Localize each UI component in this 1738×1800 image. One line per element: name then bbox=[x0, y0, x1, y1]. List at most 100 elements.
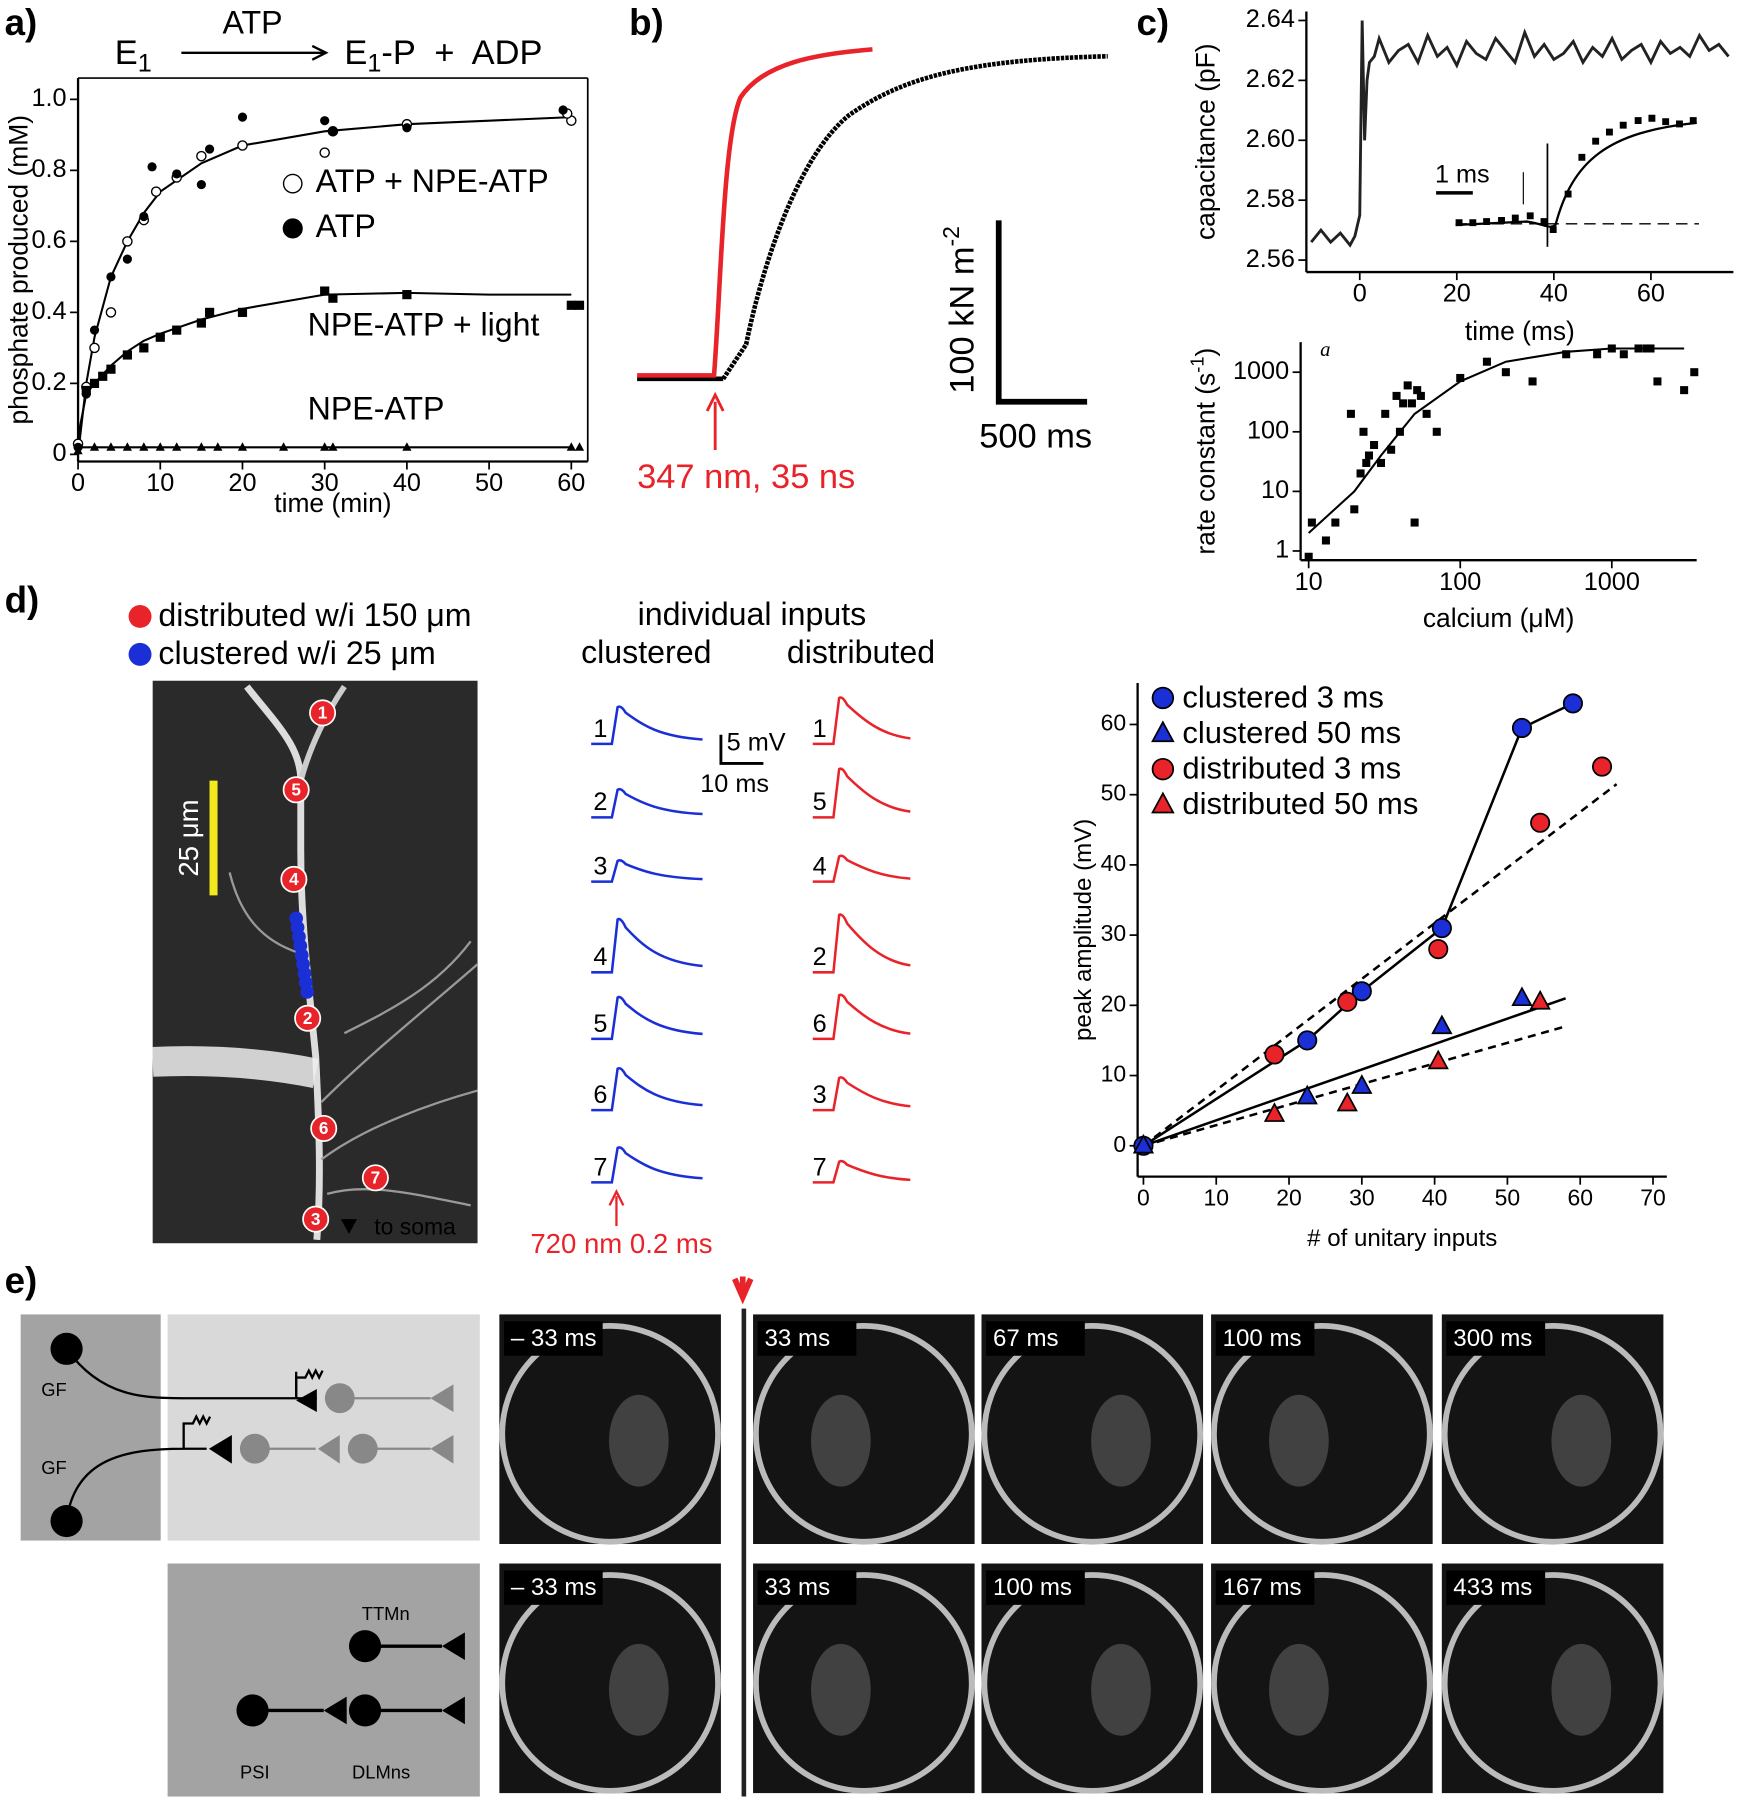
point bbox=[1376, 458, 1386, 467]
trace-label: 1 bbox=[813, 715, 827, 743]
point bbox=[1680, 386, 1689, 395]
point bbox=[566, 442, 576, 451]
x-tick-label: 20 bbox=[228, 469, 256, 497]
point bbox=[1350, 505, 1359, 514]
y-tick-label: 0.4 bbox=[31, 297, 66, 325]
neuron bbox=[50, 1504, 83, 1538]
y-tick-label: 2.62 bbox=[1246, 65, 1295, 93]
superscript: -2 bbox=[938, 226, 964, 246]
point bbox=[1634, 344, 1643, 353]
diagram-bg bbox=[167, 1563, 480, 1797]
trace-label: 2 bbox=[813, 943, 827, 971]
fly bbox=[1091, 1394, 1151, 1487]
point bbox=[1690, 368, 1699, 377]
legend-dot bbox=[128, 604, 152, 628]
series-label: ATP bbox=[316, 208, 376, 244]
y-tick-label: 2.58 bbox=[1246, 185, 1295, 213]
point bbox=[402, 290, 412, 300]
time-box bbox=[1446, 1321, 1546, 1356]
trace-scale-bar bbox=[719, 734, 764, 765]
time-box bbox=[986, 1321, 1085, 1356]
circuit-diagrams bbox=[20, 1276, 754, 1797]
point bbox=[237, 307, 248, 317]
fly bbox=[1091, 1643, 1151, 1736]
trace-label: 4 bbox=[593, 943, 607, 971]
arena bbox=[499, 1323, 721, 1545]
column-label: clustered bbox=[581, 634, 711, 670]
column-label: distributed bbox=[787, 634, 935, 670]
x-tick-label: 0 bbox=[71, 469, 85, 497]
point bbox=[1562, 693, 1583, 714]
time-box bbox=[503, 1570, 603, 1605]
point bbox=[172, 442, 182, 451]
terminal bbox=[441, 1632, 465, 1660]
point bbox=[1427, 1049, 1449, 1070]
point bbox=[1263, 1102, 1286, 1122]
point bbox=[205, 144, 215, 154]
point bbox=[172, 169, 182, 179]
terminal bbox=[323, 1696, 347, 1725]
point bbox=[328, 293, 338, 303]
site-marker bbox=[280, 865, 308, 893]
x-tick-label: 60 bbox=[557, 469, 585, 497]
soma-arrow bbox=[340, 1219, 358, 1235]
x-tick-label: 40 bbox=[1540, 280, 1568, 308]
arrow-label: ATP bbox=[223, 5, 283, 41]
trace-label: 6 bbox=[593, 1081, 607, 1109]
point bbox=[1511, 986, 1533, 1007]
point bbox=[1381, 409, 1390, 418]
point bbox=[1431, 918, 1452, 939]
site-label: 4 bbox=[289, 869, 299, 889]
panel-label: d) bbox=[5, 579, 40, 620]
x-tick-label: 20 bbox=[1443, 280, 1471, 308]
y-axis-label: peak amplitude (mV) bbox=[1070, 819, 1097, 1041]
superscript: -1 bbox=[1186, 356, 1207, 372]
site-marker bbox=[361, 1164, 389, 1192]
y-tick-label: 2.64 bbox=[1246, 5, 1295, 33]
point bbox=[1351, 1074, 1373, 1094]
point bbox=[320, 286, 330, 296]
soma-label: to soma bbox=[374, 1213, 456, 1239]
y-tick-label: 2.56 bbox=[1246, 245, 1295, 273]
x-tick-label: 0 bbox=[1353, 280, 1367, 308]
y-tick-label: 2.60 bbox=[1246, 125, 1295, 153]
point bbox=[196, 150, 207, 162]
flash-arrowhead bbox=[705, 391, 725, 412]
flash-arrowhead bbox=[608, 1189, 625, 1206]
site-label: 2 bbox=[303, 1008, 313, 1028]
product-rest: -P + ADP bbox=[381, 34, 542, 72]
trace-label: 7 bbox=[813, 1153, 827, 1181]
epsp-trace bbox=[591, 1067, 703, 1112]
epsp-trace bbox=[591, 705, 703, 746]
site-marker bbox=[309, 699, 337, 727]
time-box bbox=[1215, 1570, 1315, 1605]
point bbox=[402, 442, 412, 451]
point bbox=[213, 442, 223, 451]
site-marker bbox=[310, 1114, 338, 1142]
y-tick-label: 30 bbox=[1101, 920, 1127, 946]
point bbox=[1511, 717, 1533, 739]
y-tick-label: 10 bbox=[1261, 476, 1289, 504]
point bbox=[1482, 357, 1491, 366]
point bbox=[196, 442, 206, 451]
legend-label: clustered 50 ms bbox=[1182, 715, 1401, 750]
x-tick-label: 30 bbox=[1349, 1185, 1375, 1211]
point bbox=[1351, 981, 1372, 1002]
x-tick-label: 50 bbox=[475, 469, 503, 497]
time-box bbox=[986, 1570, 1085, 1605]
y-tick-label: 1000 bbox=[1233, 357, 1289, 385]
neuron-label: GF bbox=[41, 1379, 67, 1400]
point bbox=[89, 378, 100, 388]
neuron-label: PSI bbox=[240, 1761, 270, 1782]
diagram-bg bbox=[167, 1314, 480, 1541]
subscript: 1 bbox=[138, 49, 152, 77]
point bbox=[402, 123, 412, 133]
point bbox=[1591, 756, 1613, 777]
point bbox=[1151, 686, 1175, 710]
arena bbox=[1441, 1323, 1664, 1545]
y-axis-label-text: rate constant (s bbox=[1191, 373, 1221, 555]
arena bbox=[753, 1572, 975, 1794]
y-tick-label: 50 bbox=[1101, 780, 1127, 806]
